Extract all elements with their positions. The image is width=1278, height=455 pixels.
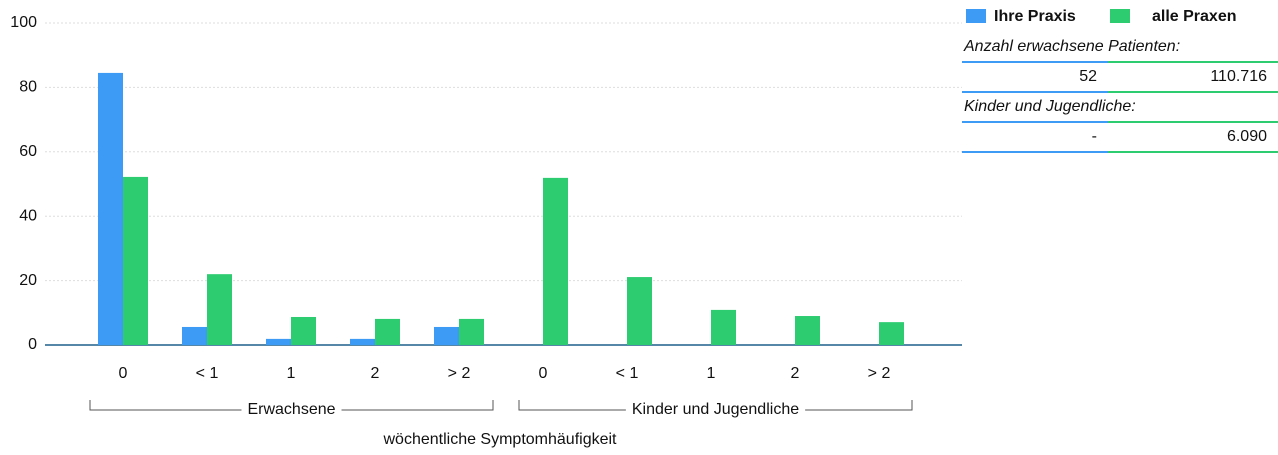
bar xyxy=(375,318,400,345)
group-label: Kinder und Jugendliche xyxy=(632,401,799,418)
x-tick-label: < 1 xyxy=(616,365,639,382)
legend-swatch xyxy=(966,9,986,23)
legend-label: alle Praxen xyxy=(1152,8,1237,25)
x-tick-label: > 2 xyxy=(868,365,891,382)
y-tick-label: 100 xyxy=(10,14,37,31)
y-tick-label: 0 xyxy=(28,336,37,353)
bar xyxy=(879,322,904,345)
table-value: 6.090 xyxy=(1227,128,1267,145)
x-tick-label: 2 xyxy=(371,365,380,382)
table-value: 110.716 xyxy=(1210,68,1267,85)
bar xyxy=(266,338,291,345)
y-tick-label: 40 xyxy=(19,207,37,224)
group-label: Erwachsene xyxy=(247,401,335,418)
bar xyxy=(434,326,459,345)
bar xyxy=(98,72,123,345)
x-tick-label: 0 xyxy=(119,365,128,382)
table-label: Anzahl erwachsene Patienten: xyxy=(963,38,1180,55)
group-bracket xyxy=(518,400,913,411)
x-tick-label: > 2 xyxy=(448,365,471,382)
bar xyxy=(627,277,652,345)
bar xyxy=(182,326,207,345)
x-tick-label: 2 xyxy=(791,365,800,382)
x-axis-label: wöchentliche Symptomhäufigkeit xyxy=(382,431,617,448)
x-tick-label: 0 xyxy=(539,365,548,382)
legend-swatch xyxy=(1110,9,1130,23)
x-tick-label: 1 xyxy=(287,365,296,382)
table-label: Kinder und Jugendliche: xyxy=(964,98,1136,115)
legend-label: Ihre Praxis xyxy=(994,8,1076,25)
y-tick-label: 80 xyxy=(19,79,37,96)
bar xyxy=(543,177,568,345)
bar xyxy=(711,309,736,345)
y-tick-label: 20 xyxy=(19,272,37,289)
bar xyxy=(291,316,316,345)
y-tick-label: 60 xyxy=(19,143,37,160)
x-tick-label: 1 xyxy=(707,365,716,382)
table-value: - xyxy=(1092,128,1097,145)
bar xyxy=(207,274,232,345)
x-tick-label: < 1 xyxy=(196,365,219,382)
bar xyxy=(795,316,820,345)
bar xyxy=(123,176,148,345)
group-bracket xyxy=(89,400,494,411)
bar xyxy=(459,318,484,345)
bar xyxy=(350,338,375,345)
table-value: 52 xyxy=(1079,68,1097,85)
